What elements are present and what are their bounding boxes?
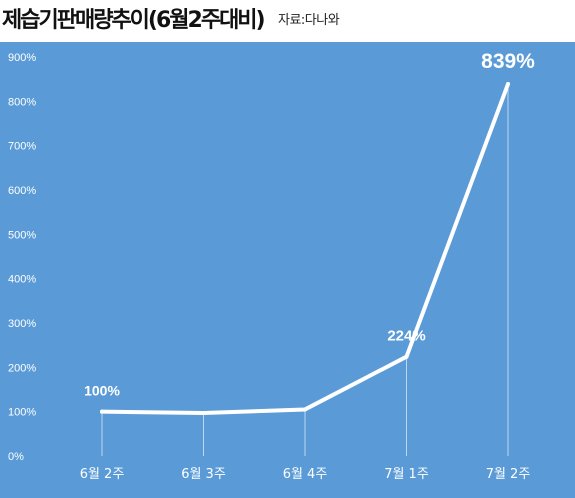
y-tick-label: 900% [8,52,36,64]
x-category-label: 7월 1주 [384,467,429,482]
data-point [506,82,510,87]
y-tick-label: 200% [8,362,36,374]
data-point [303,407,307,412]
data-point [201,410,206,415]
data-label: 224% [387,328,425,345]
source-note: 자료:다나와 [278,13,340,28]
y-tick-label: 800% [8,96,36,108]
chart-header: 제습기판매량추이(6월2주대비) 자료:다나와 [0,0,575,42]
y-tick-label: 500% [8,229,36,241]
series-line [100,82,510,415]
y-tick-label: 0% [8,451,24,463]
data-label: 839% [481,50,535,73]
x-category-label: 6월 4주 [283,467,328,482]
x-category-label: 6월 3주 [181,467,226,482]
y-tick-label: 600% [8,185,36,197]
y-tick-label: 100% [8,407,36,419]
y-tick-label: 400% [8,274,36,286]
data-label: 100% [84,383,120,399]
chart-area: 0% 100% 200% 300% 400% 500% 600% 700% 800% 900% 6월… [0,42,575,498]
x-category-label: 6월 2주 [80,467,125,482]
chart-title: 제습기판매량추이(6월2주대비) [2,8,266,33]
y-tick-label: 300% [8,318,36,330]
y-tick-label: 700% [8,141,36,153]
data-point [404,354,409,359]
x-category-label: 7월 2주 [486,467,531,482]
line-chart: 0% 100% 200% 300% 400% 500% 600% 700% 800% 900% 6월… [8,50,535,482]
data-point [100,409,104,414]
